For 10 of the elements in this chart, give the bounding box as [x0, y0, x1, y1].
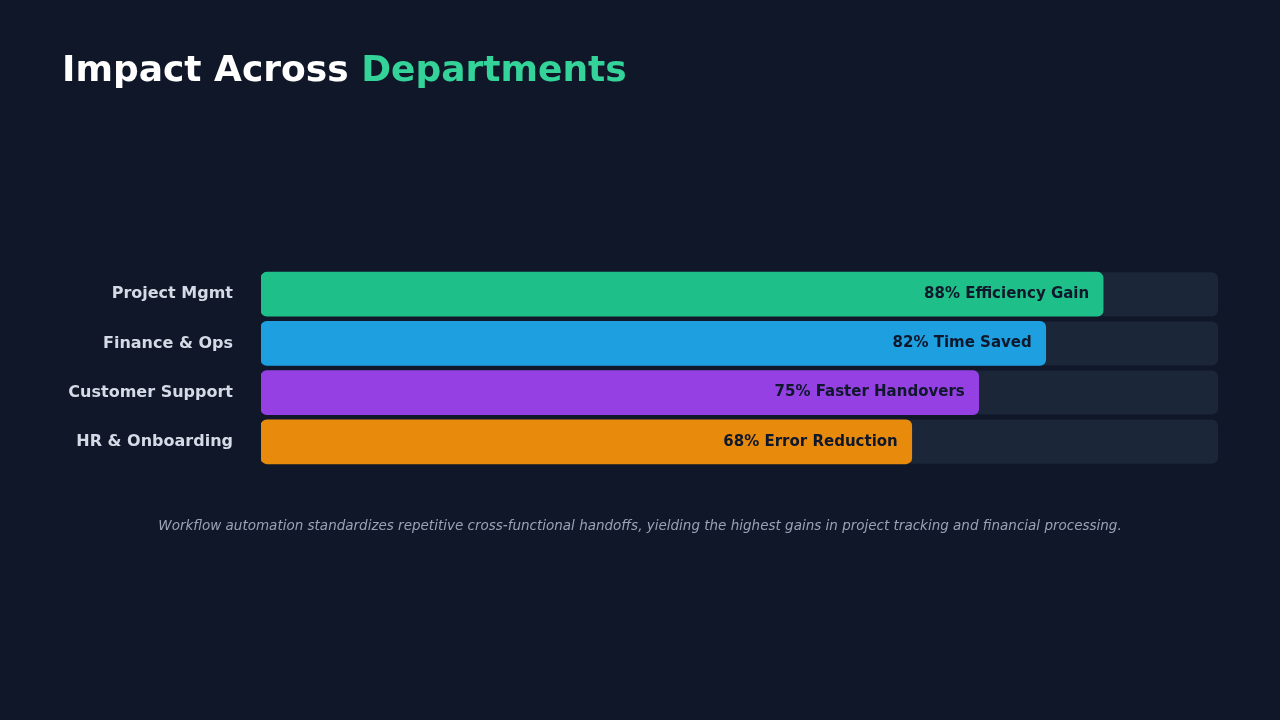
y-tick-label: Customer Support	[68, 381, 234, 401]
y-tick-label: Finance & Ops	[103, 332, 233, 352]
y-tick-label: HR & Onboarding	[76, 430, 233, 450]
data-label: 82% Time Saved	[892, 333, 1032, 352]
data-label: 75% Faster Handovers	[774, 382, 965, 401]
data-label: 68% Error Reduction	[723, 431, 898, 450]
data-label: 88% Efficiency Gain	[924, 284, 1090, 303]
chart-title: Impact Across Departments	[62, 48, 627, 89]
text: Workflow automation standardizes repetitive cross-functional handoffs, yielding the highest gains in project tracking and financial processing.	[157, 517, 1123, 533]
y-tick-label: Project Mgmt	[111, 283, 234, 303]
